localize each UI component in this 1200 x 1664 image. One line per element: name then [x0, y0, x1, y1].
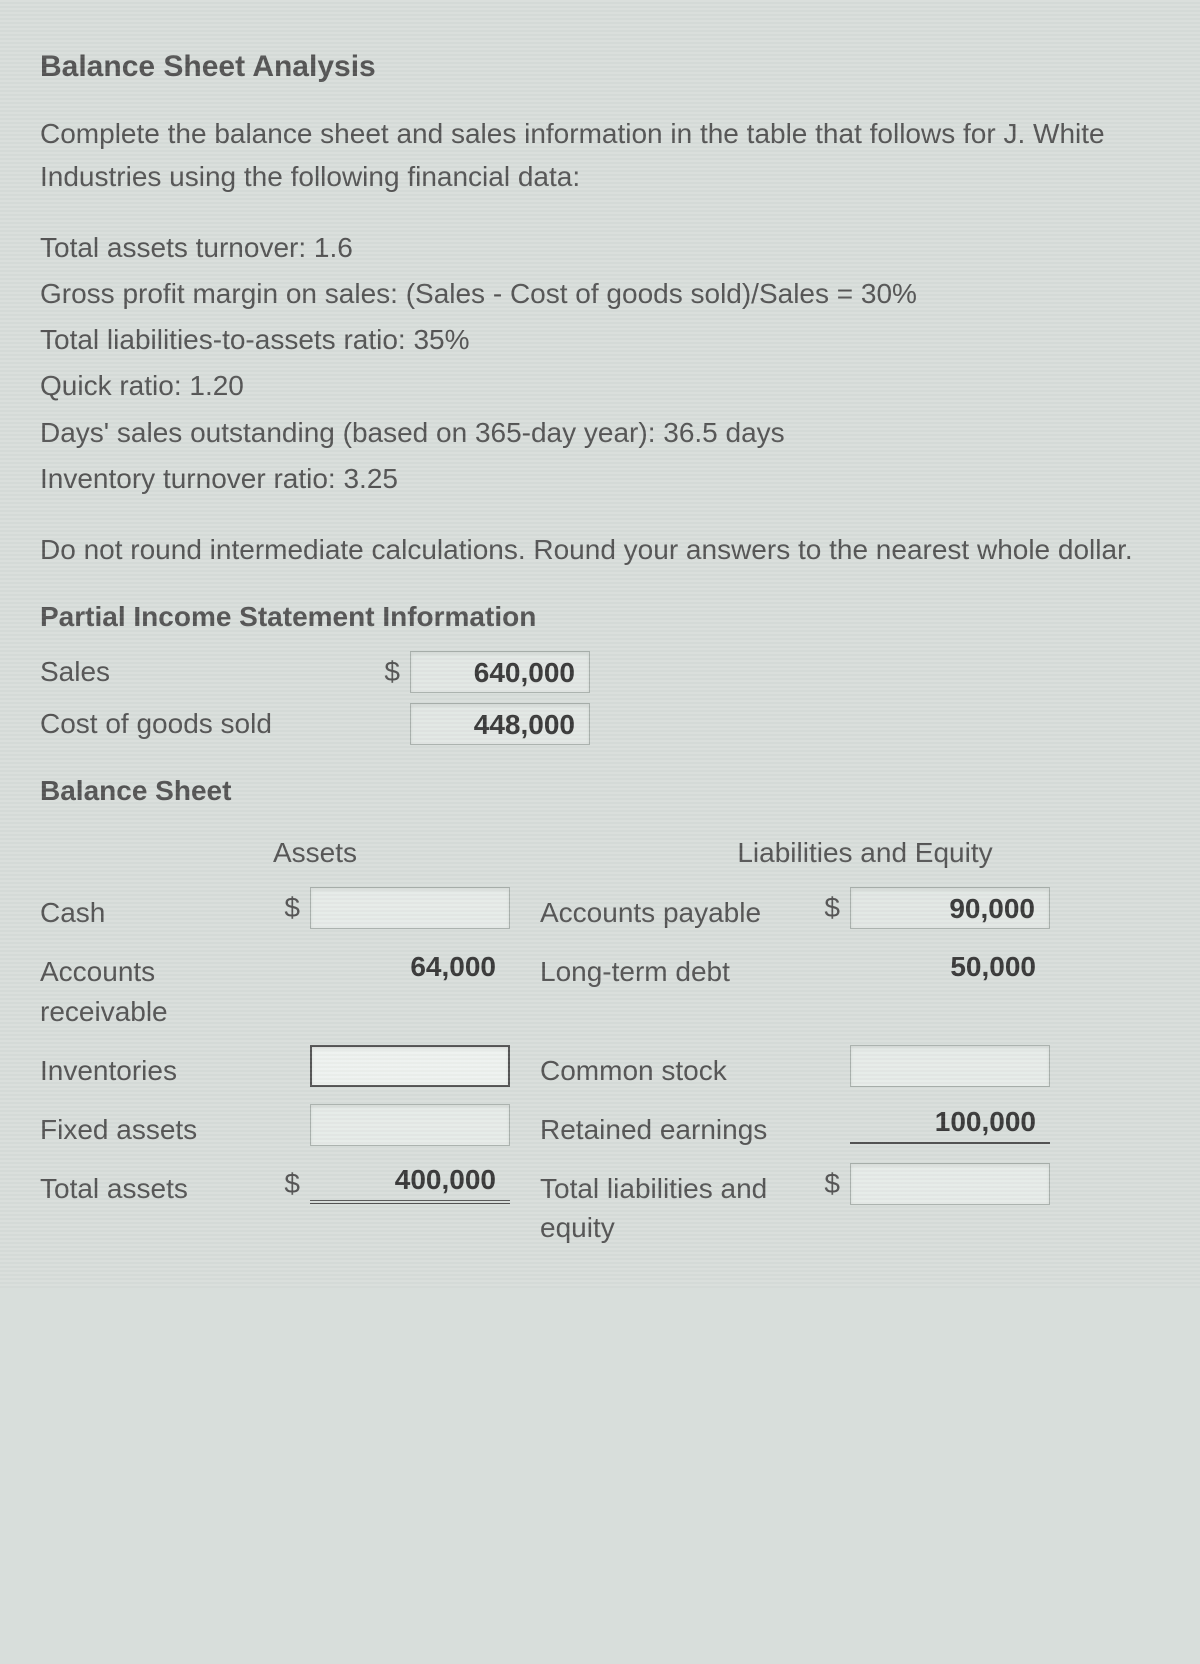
fixed-assets-input[interactable] [310, 1104, 510, 1146]
common-stock-label: Common stock [510, 1045, 810, 1090]
sales-value-cell: 640,000 [410, 651, 610, 693]
total-assets-label: Total assets [40, 1163, 270, 1208]
total-assets-value: 400,000 [310, 1164, 510, 1204]
common-stock-input[interactable] [850, 1045, 1050, 1087]
ratio-line: Inventory turnover ratio: 3.25 [40, 456, 1160, 502]
accounts-payable-label: Accounts payable [510, 887, 810, 932]
ratio-line: Gross profit margin on sales: (Sales - C… [40, 271, 1160, 317]
sales-label: Sales [40, 656, 370, 688]
inventories-input[interactable] [310, 1045, 510, 1087]
accounts-receivable-label: Accounts receivable [40, 946, 270, 1030]
currency-symbol: $ [810, 887, 850, 929]
balance-sheet-header: Balance Sheet [40, 775, 1160, 807]
ratio-line: Total assets turnover: 1.6 [40, 225, 1160, 271]
long-term-debt-label: Long-term debt [510, 946, 810, 991]
inventories-label: Inventories [40, 1045, 270, 1090]
ratio-line: Days' sales outstanding (based on 365-da… [40, 410, 1160, 456]
sales-input[interactable]: 640,000 [410, 651, 590, 693]
cogs-value-cell: 448,000 [410, 703, 610, 745]
ratio-line: Quick ratio: 1.20 [40, 363, 1160, 409]
currency-symbol: $ [270, 1163, 310, 1205]
ratio-line: Total liabilities-to-assets ratio: 35% [40, 317, 1160, 363]
rounding-instruction: Do not round intermediate calculations. … [40, 528, 1160, 571]
balance-sheet-column-headers: Assets Liabilities and Equity [40, 837, 1160, 869]
retained-earnings-label: Retained earnings [510, 1104, 810, 1149]
liabilities-column-header: Liabilities and Equity [510, 837, 1160, 869]
currency-symbol: $ [370, 656, 410, 688]
total-liabilities-equity-input[interactable] [850, 1163, 1050, 1205]
accounts-receivable-value: 64,000 [310, 951, 510, 983]
page-title: Balance Sheet Analysis [40, 50, 1160, 84]
assets-column-header: Assets [40, 837, 510, 869]
income-statement-table: Sales $ 640,000 Cost of goods sold 448,0… [40, 651, 1160, 745]
total-liabilities-equity-label: Total liabilities and equity [510, 1163, 810, 1247]
cogs-label: Cost of goods sold [40, 708, 370, 740]
currency-symbol: $ [270, 887, 310, 929]
cogs-input[interactable]: 448,000 [410, 703, 590, 745]
accounts-payable-input[interactable]: 90,000 [850, 887, 1050, 929]
retained-earnings-value: 100,000 [850, 1106, 1050, 1144]
ratio-list: Total assets turnover: 1.6 Gross profit … [40, 225, 1160, 502]
currency-symbol: $ [810, 1163, 850, 1205]
income-statement-header: Partial Income Statement Information [40, 601, 1160, 633]
cash-input[interactable] [310, 887, 510, 929]
balance-sheet-table: Cash $ Accounts payable $ 90,000 Account… [40, 887, 1160, 1247]
intro-paragraph: Complete the balance sheet and sales inf… [40, 112, 1160, 199]
long-term-debt-value: 50,000 [850, 951, 1050, 983]
cash-label: Cash [40, 887, 270, 932]
fixed-assets-label: Fixed assets [40, 1104, 270, 1149]
